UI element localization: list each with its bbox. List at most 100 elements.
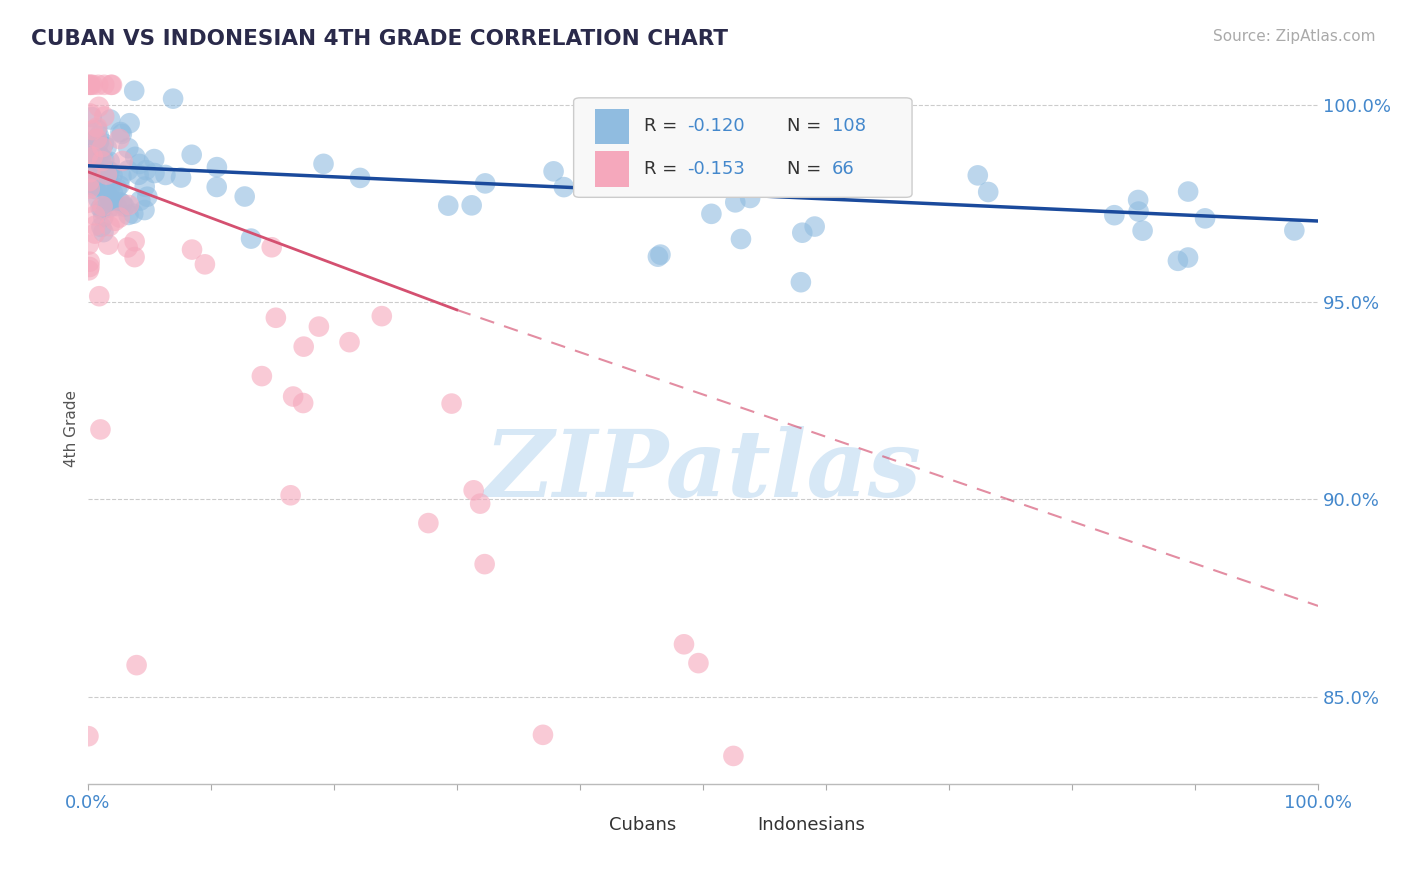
Point	[312, 157, 335, 171]
Point	[77, 148, 100, 162]
Point	[1104, 208, 1126, 222]
Point	[647, 250, 669, 264]
Point	[89, 422, 111, 436]
Point	[79, 78, 101, 92]
Point	[77, 263, 100, 277]
Point	[108, 211, 131, 225]
Text: CUBAN VS INDONESIAN 4TH GRADE CORRELATION CHART: CUBAN VS INDONESIAN 4TH GRADE CORRELATIO…	[31, 29, 728, 48]
Point	[101, 78, 124, 92]
Point	[194, 257, 217, 271]
Point	[91, 162, 114, 177]
Point	[110, 195, 132, 210]
Point	[93, 153, 115, 167]
Point	[474, 557, 496, 571]
Point	[260, 240, 283, 254]
Point	[700, 207, 723, 221]
Point	[124, 150, 146, 164]
Point	[79, 165, 101, 179]
Point	[136, 190, 159, 204]
Point	[87, 128, 110, 143]
Point	[308, 319, 330, 334]
Point	[128, 157, 150, 171]
Text: 108: 108	[832, 117, 866, 136]
Point	[86, 120, 108, 135]
Point	[418, 516, 440, 530]
Point	[740, 191, 762, 205]
Text: 66: 66	[832, 160, 855, 178]
Point	[292, 396, 315, 410]
Point	[250, 369, 273, 384]
Point	[143, 152, 166, 166]
Point	[122, 84, 145, 98]
Point	[111, 197, 134, 211]
Point	[77, 153, 100, 167]
Point	[205, 180, 228, 194]
Point	[110, 125, 132, 139]
Point	[626, 130, 648, 145]
Point	[91, 211, 114, 225]
Point	[79, 254, 101, 268]
Point	[977, 185, 1000, 199]
Point	[77, 178, 100, 192]
Point	[101, 168, 124, 182]
Text: Cubans: Cubans	[609, 816, 676, 834]
Point	[792, 226, 814, 240]
Point	[93, 109, 115, 123]
Point	[124, 250, 146, 264]
Point	[79, 78, 101, 92]
Point	[349, 170, 371, 185]
Point	[77, 172, 100, 186]
Point	[105, 199, 128, 213]
Point	[87, 192, 110, 206]
Point	[84, 133, 107, 147]
Point	[76, 195, 98, 210]
Point	[1284, 223, 1306, 237]
Point	[280, 488, 302, 502]
Y-axis label: 4th Grade: 4th Grade	[65, 390, 79, 467]
Point	[118, 198, 141, 212]
Point	[134, 179, 156, 194]
Point	[124, 235, 146, 249]
Point	[84, 208, 107, 222]
Point	[233, 189, 256, 203]
Point	[83, 152, 105, 166]
Point	[79, 152, 101, 166]
Point	[82, 150, 104, 164]
Point	[162, 92, 184, 106]
Point	[87, 100, 110, 114]
Point	[90, 219, 112, 234]
Point	[97, 237, 120, 252]
Point	[93, 225, 115, 239]
Point	[87, 78, 110, 92]
Point	[108, 178, 131, 193]
Text: R =: R =	[644, 160, 683, 178]
Point	[155, 168, 177, 182]
Point	[98, 201, 121, 215]
Point	[77, 729, 100, 743]
Point	[117, 208, 139, 222]
Point	[90, 201, 112, 215]
Point	[966, 169, 988, 183]
Point	[1128, 204, 1150, 219]
Point	[82, 123, 104, 137]
Point	[98, 164, 121, 178]
Point	[77, 165, 100, 179]
Point	[1132, 224, 1154, 238]
Point	[91, 202, 114, 217]
Point	[128, 168, 150, 182]
Point	[470, 497, 492, 511]
Point	[170, 170, 193, 185]
Text: -0.153: -0.153	[688, 160, 745, 178]
Point	[143, 166, 166, 180]
Point	[79, 140, 101, 154]
Point	[89, 168, 111, 182]
Point	[292, 340, 315, 354]
Point	[110, 169, 132, 184]
Point	[440, 396, 463, 410]
Point	[129, 194, 152, 208]
Point	[1177, 251, 1199, 265]
Point	[339, 335, 361, 350]
Point	[80, 110, 103, 124]
Point	[86, 122, 108, 136]
Point	[672, 637, 695, 651]
